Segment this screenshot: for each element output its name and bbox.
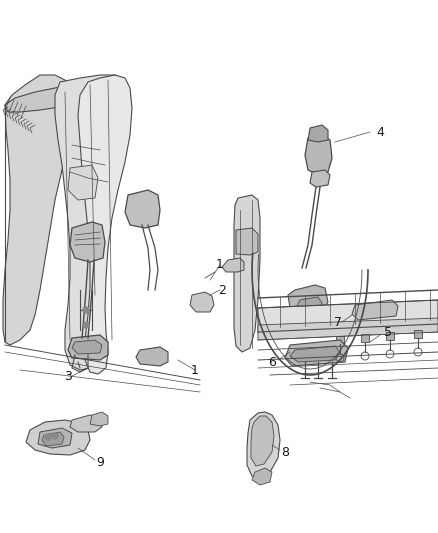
Polygon shape [290,346,340,362]
Polygon shape [352,300,398,320]
Polygon shape [70,222,105,262]
Text: 2: 2 [218,284,226,296]
Polygon shape [136,347,168,366]
Text: 1: 1 [191,364,199,376]
Text: 7: 7 [334,316,342,328]
Text: 3: 3 [64,369,72,383]
Polygon shape [42,432,64,446]
Polygon shape [72,340,102,354]
Polygon shape [258,300,438,333]
Circle shape [83,322,89,328]
Polygon shape [288,285,328,315]
Polygon shape [285,340,348,366]
Text: 5: 5 [384,326,392,338]
Polygon shape [55,75,130,370]
Polygon shape [222,258,244,272]
Text: 8: 8 [281,446,289,458]
Circle shape [45,434,51,440]
Text: 6: 6 [268,356,276,368]
Polygon shape [247,412,280,478]
Polygon shape [308,125,328,142]
Polygon shape [90,412,108,426]
Polygon shape [125,190,160,228]
Polygon shape [361,334,369,342]
Polygon shape [251,416,274,466]
Polygon shape [305,135,332,175]
Polygon shape [297,297,322,312]
Polygon shape [236,228,258,255]
Polygon shape [386,332,394,340]
Polygon shape [26,420,90,455]
Text: 9: 9 [96,456,104,469]
Polygon shape [70,415,102,432]
Polygon shape [5,85,85,112]
Polygon shape [258,318,438,340]
Polygon shape [414,330,422,338]
Text: 1: 1 [216,259,224,271]
Polygon shape [310,170,330,187]
Polygon shape [190,292,214,312]
Polygon shape [234,195,260,352]
Polygon shape [68,165,98,200]
Text: 4: 4 [376,125,384,139]
Polygon shape [3,75,75,345]
Circle shape [52,433,58,439]
Polygon shape [336,336,344,344]
Circle shape [83,307,89,313]
Polygon shape [68,335,108,360]
Polygon shape [78,75,132,374]
Polygon shape [38,428,72,448]
Polygon shape [252,468,272,485]
